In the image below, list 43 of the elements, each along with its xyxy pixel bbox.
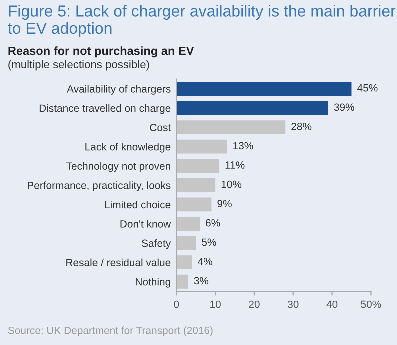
chart-subtitle: Reason for not purchasing an EV: [8, 46, 194, 58]
data-label: 9%: [218, 200, 232, 208]
y-tick-label: Resale / residual value: [66, 258, 171, 266]
bar: [176, 217, 200, 231]
data-label: 6%: [206, 219, 220, 227]
chart-title: Figure 5: Lack of charger availability is the main barrier to EV adoption: [8, 5, 396, 38]
bar: [176, 159, 220, 174]
data-label: 5%: [202, 238, 216, 246]
data-label: 45%: [358, 84, 378, 92]
data-label: 39%: [334, 104, 354, 112]
bar: [176, 198, 212, 212]
bar: [176, 140, 228, 154]
bar: [176, 274, 188, 289]
x-tick-label: 30: [288, 300, 299, 308]
x-tick-label: 10: [210, 300, 221, 308]
y-tick-label: Availability of chargers: [67, 85, 171, 95]
y-tick-label: Limited choice: [105, 200, 171, 209]
bar: [176, 178, 216, 192]
y-tick-label: Safety: [142, 240, 172, 250]
data-label: 4%: [198, 258, 212, 266]
data-label: 11%: [226, 162, 245, 169]
y-tick-label: Technology not proven: [66, 162, 170, 172]
bar: [176, 236, 196, 250]
y-tick-label: Nothing: [136, 278, 170, 288]
bar: [176, 101, 328, 116]
y-tick-label: Lack of knowledge: [86, 143, 171, 153]
x-tick-label: 50%: [361, 300, 382, 308]
data-label: 10%: [222, 180, 242, 188]
bar: [176, 120, 286, 135]
y-tick-label: Don't know: [120, 220, 172, 228]
data-label: 3%: [194, 277, 209, 285]
x-tick-label: 0: [174, 300, 180, 308]
data-label: 28%: [292, 122, 312, 130]
source-note: Source: UK Department for Transport (2016): [8, 326, 213, 336]
x-tick-label: 20: [249, 300, 260, 308]
y-tick-label: Performance, practicality, looks: [28, 182, 171, 192]
x-tick-label: 40: [326, 300, 338, 308]
data-label: 13%: [234, 142, 254, 150]
bar: [176, 82, 352, 96]
bar: [176, 256, 192, 270]
y-tick-label: Distance travelled on charge: [40, 104, 171, 114]
text: (multiple selections possible): [8, 60, 150, 71]
y-tick-label: Cost: [150, 124, 172, 132]
